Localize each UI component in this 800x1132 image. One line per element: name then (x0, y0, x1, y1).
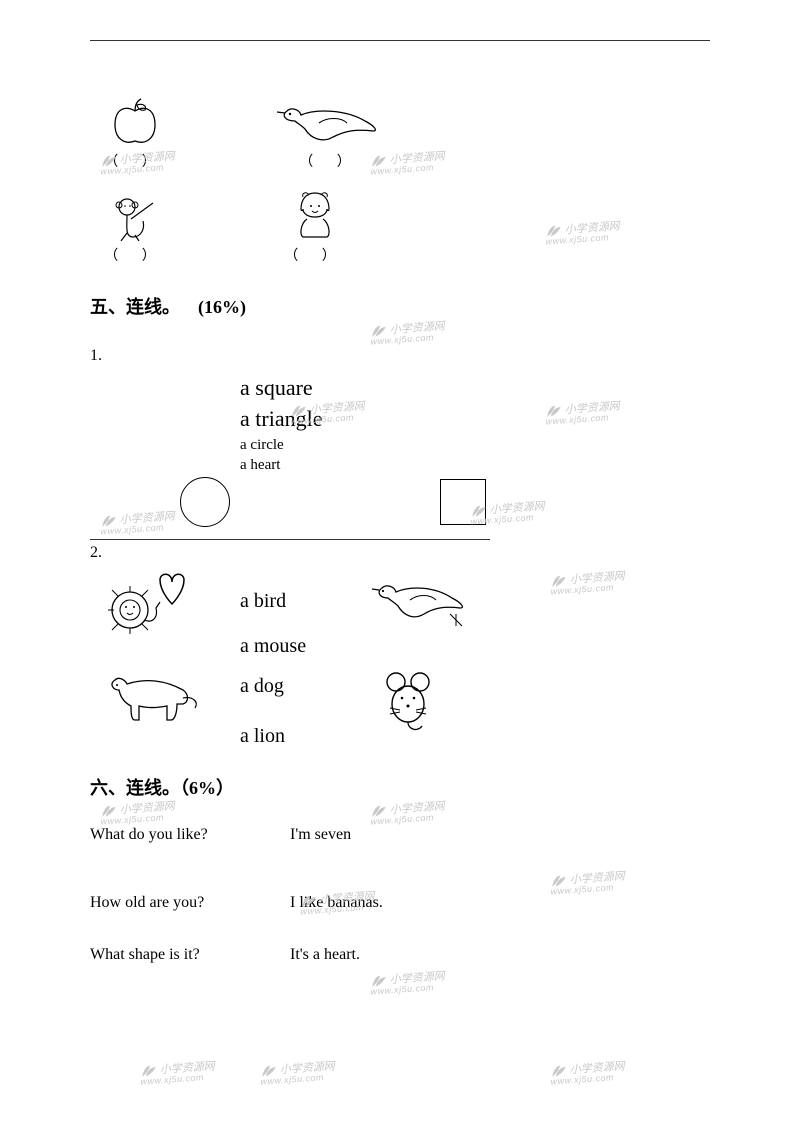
lion-heart-icon (100, 570, 200, 640)
question-3: What shape is it? (90, 946, 290, 964)
blank-parentheses[interactable]: （ ） (284, 245, 346, 265)
word-heart: a heart (240, 455, 710, 475)
qa-row-3: What shape is it? It's a heart. (90, 946, 710, 964)
section-6-heading: 六、连线。（6%） (90, 774, 710, 800)
item-1-number: 1. (90, 347, 710, 365)
word-lion: a lion (240, 725, 285, 748)
bird-small-icon (370, 570, 470, 630)
word-bird: a bird (240, 590, 286, 613)
girl-icon (287, 189, 343, 241)
word-triangle: a triangle (240, 404, 710, 435)
answer-3: It's a heart. (290, 946, 360, 964)
shapes-row (90, 477, 710, 537)
watermark: 小学资源网www.xj5u.com (259, 1057, 335, 1086)
monkey-icon (105, 193, 165, 241)
word-dog: a dog (240, 675, 284, 698)
under-rule (90, 539, 490, 540)
word-square: a square (240, 373, 710, 404)
monkey-cell: （ ） (90, 193, 180, 265)
question-1: What do you like? (90, 826, 290, 844)
worksheet-page: （ ） （ ） （ ） (0, 0, 800, 1030)
section-5-heading: 五、连线。 (16%) (90, 293, 710, 319)
apple-icon (107, 97, 163, 147)
question-2: How old are you? (90, 894, 290, 912)
watermark: 小学资源网www.xj5u.com (139, 1057, 215, 1086)
circle-shape (180, 477, 230, 527)
answer-2: I like bananas. (290, 894, 383, 912)
girl-cell: （ ） (270, 189, 360, 265)
item-2-number: 2. (90, 544, 710, 562)
blank-parentheses[interactable]: （ ） (104, 151, 166, 171)
animals-matching-block: a bird a mouse a dog a lion (90, 570, 710, 770)
watermark: 小学资源网www.xj5u.com (549, 1057, 625, 1086)
icon-row-1: （ ） （ ） (90, 91, 710, 171)
section-6-title: 六、连线。 (90, 778, 180, 798)
apple-cell: （ ） (90, 97, 180, 171)
section-5-percent: (16%) (198, 297, 246, 317)
qa-row-2: How old are you? I like bananas. (90, 894, 710, 912)
square-shape (440, 479, 486, 525)
qa-row-1: What do you like? I'm seven (90, 826, 710, 844)
answer-1: I'm seven (290, 826, 351, 844)
word-circle: a circle (240, 435, 710, 455)
bird-icon (275, 91, 385, 147)
blank-parentheses[interactable]: （ ） (299, 151, 361, 171)
section-6-percent: （6%） (180, 778, 234, 798)
top-horizontal-rule (90, 40, 710, 41)
section-5-title: 五、连线。 (90, 297, 180, 317)
mouse-icon (380, 670, 436, 734)
icon-row-2: （ ） （ ） (90, 189, 710, 265)
word-mouse: a mouse (240, 635, 306, 658)
bird-cell: （ ） (270, 91, 390, 171)
dog-icon (105, 670, 205, 730)
blank-parentheses[interactable]: （ ） (104, 245, 166, 265)
